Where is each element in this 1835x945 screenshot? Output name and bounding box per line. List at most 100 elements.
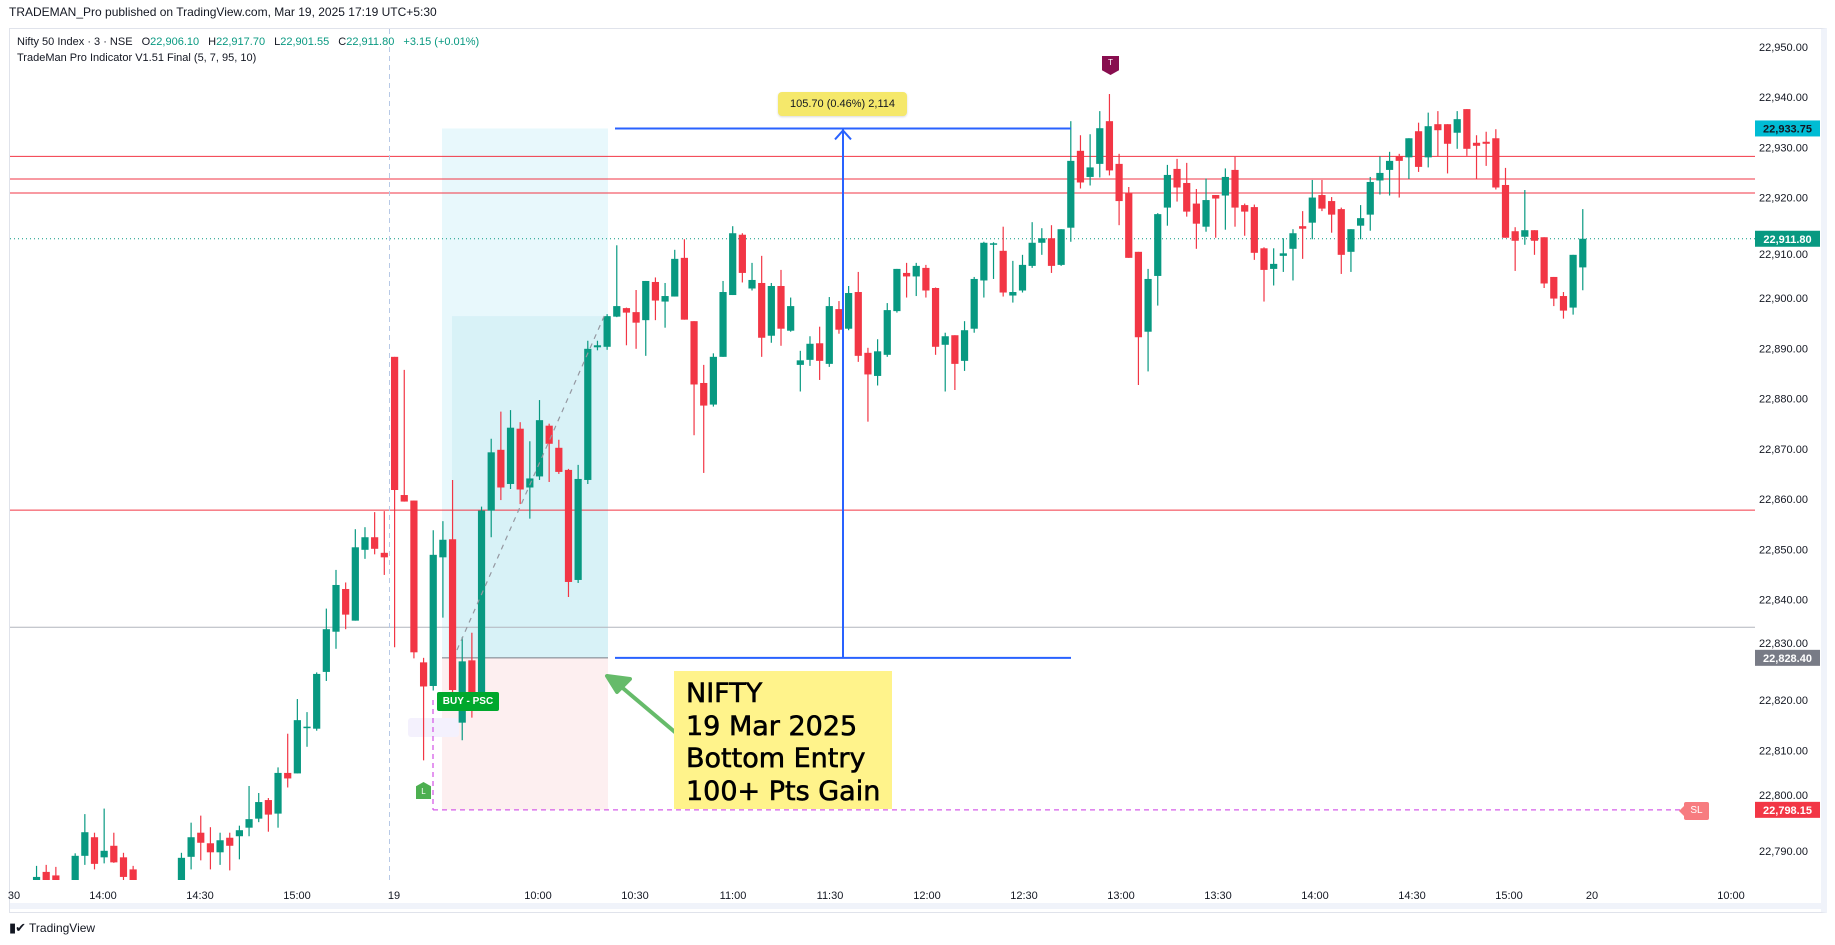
candle-down bbox=[400, 369, 408, 502]
indicator-label[interactable]: TradeMan Pro Indicator V1.51 Final (5, 7… bbox=[17, 52, 257, 64]
candle-up bbox=[787, 297, 795, 332]
candle-body bbox=[497, 449, 505, 488]
candle-up bbox=[796, 350, 804, 392]
price-badge: 22,911.80 bbox=[1755, 230, 1820, 247]
candle-down bbox=[1501, 167, 1510, 238]
pointer-arrow[interactable] bbox=[616, 682, 678, 735]
candle-body bbox=[1076, 150, 1085, 183]
candle-body bbox=[622, 308, 631, 313]
candle-body bbox=[119, 857, 128, 877]
candle-body bbox=[777, 285, 785, 329]
candle-body bbox=[709, 356, 717, 405]
candle-body bbox=[1212, 195, 1220, 199]
candle-down bbox=[1212, 195, 1220, 238]
candle-body bbox=[226, 837, 234, 846]
stop-loss-label: SL bbox=[1679, 802, 1709, 820]
price-badge-label: 22,828.40 bbox=[1763, 653, 1812, 665]
candle-down bbox=[1134, 251, 1143, 385]
symbol-label[interactable]: Nifty 50 Index · 3 · NSE bbox=[17, 36, 133, 48]
loss-zone[interactable] bbox=[442, 657, 608, 810]
candle-up bbox=[661, 282, 669, 328]
candle-body bbox=[574, 478, 582, 580]
candle-body bbox=[1472, 142, 1481, 146]
candle-body bbox=[545, 425, 553, 444]
candle-up bbox=[216, 832, 224, 865]
candle-up bbox=[1018, 254, 1027, 293]
time-tick-label: 14:30 bbox=[186, 890, 214, 902]
candle-body bbox=[738, 234, 746, 273]
candle-down bbox=[226, 832, 234, 871]
price-axis[interactable]: 22,790.00 22,800.00 22,810.00 22,820.00 22,8… bbox=[1755, 42, 1820, 858]
candle-body bbox=[342, 588, 350, 615]
candle-body bbox=[410, 500, 418, 653]
candle-down bbox=[864, 347, 872, 422]
candle-body bbox=[1540, 237, 1548, 284]
candle-up bbox=[912, 262, 920, 297]
candle-up bbox=[970, 276, 978, 333]
price-tick-label: 22,930.00 bbox=[1759, 142, 1808, 154]
candle-body bbox=[1530, 230, 1539, 241]
drawings[interactable] bbox=[432, 127, 1680, 811]
candle-body bbox=[854, 292, 862, 356]
candle-body bbox=[1492, 138, 1500, 188]
candle-body bbox=[902, 272, 911, 277]
candle-body bbox=[719, 292, 727, 357]
time-axis[interactable]: 30 14:00 14:30 15:00 19 10:00 10:30 11:00 11:30 1… bbox=[8, 890, 1822, 909]
price-tick-label: 22,890.00 bbox=[1759, 343, 1808, 355]
legend: Nifty 50 Index · 3 · NSE O22,906.10 H22,… bbox=[17, 34, 479, 66]
candle-body bbox=[1202, 200, 1210, 227]
candle-up bbox=[255, 793, 263, 823]
note-box[interactable]: NIFTY 19 Mar 2025 Bottom Entry 100+ Pts … bbox=[674, 671, 892, 809]
candle-down bbox=[1183, 162, 1191, 217]
time-tick-label: 11:30 bbox=[817, 890, 844, 902]
high-value: 22,917.70 bbox=[216, 36, 266, 48]
candle-body bbox=[1376, 172, 1384, 181]
candle-up bbox=[1096, 111, 1104, 178]
tradingview-logo-icon[interactable]: ▮✔ bbox=[9, 920, 26, 935]
candle-body bbox=[1144, 278, 1152, 332]
candle-down bbox=[110, 832, 118, 863]
candle-body bbox=[1154, 214, 1162, 276]
candle-body bbox=[1067, 160, 1075, 228]
candle-down bbox=[90, 832, 99, 870]
measure-label[interactable]: 105.70 (0.46%) 2,114 bbox=[778, 92, 907, 116]
candle-up bbox=[177, 852, 186, 880]
trend-line[interactable] bbox=[456, 311, 607, 651]
candle-body bbox=[1453, 119, 1461, 133]
candle-up bbox=[322, 608, 330, 681]
candle-up bbox=[274, 767, 282, 828]
candle-body bbox=[332, 584, 340, 632]
low-value: 22,901.55 bbox=[280, 36, 330, 48]
candle-body bbox=[110, 845, 118, 863]
candle-body bbox=[1550, 276, 1558, 299]
candle-up bbox=[593, 340, 602, 351]
candle-body bbox=[980, 242, 988, 281]
candle-down bbox=[410, 500, 418, 659]
open-label: O bbox=[141, 36, 151, 48]
candle-down bbox=[391, 356, 399, 648]
candle-down bbox=[951, 335, 959, 391]
candle-down bbox=[1434, 111, 1442, 157]
candle-body bbox=[912, 265, 920, 277]
price-badge-label: 22,933.75 bbox=[1763, 123, 1812, 135]
candle-down bbox=[380, 511, 388, 575]
time-tick-label: 10:00 bbox=[524, 890, 552, 902]
candle-up bbox=[767, 282, 775, 343]
candle-down bbox=[999, 226, 1007, 297]
candle-body bbox=[835, 309, 843, 330]
candle-body bbox=[680, 257, 688, 320]
candle-body bbox=[1501, 184, 1510, 238]
candle-body bbox=[100, 850, 108, 858]
time-tick-label: 12:30 bbox=[1010, 890, 1038, 902]
candle-body bbox=[1414, 131, 1423, 167]
candle-down bbox=[197, 815, 205, 861]
price-tick-label: 22,840.00 bbox=[1759, 595, 1808, 607]
candle-up bbox=[980, 241, 988, 298]
candle-up bbox=[1028, 222, 1036, 268]
candle-down bbox=[448, 479, 457, 701]
position-tool[interactable] bbox=[408, 128, 608, 810]
candle-body bbox=[1279, 253, 1287, 256]
candle-up bbox=[32, 865, 41, 880]
brand-name[interactable]: TradingView bbox=[29, 921, 96, 935]
